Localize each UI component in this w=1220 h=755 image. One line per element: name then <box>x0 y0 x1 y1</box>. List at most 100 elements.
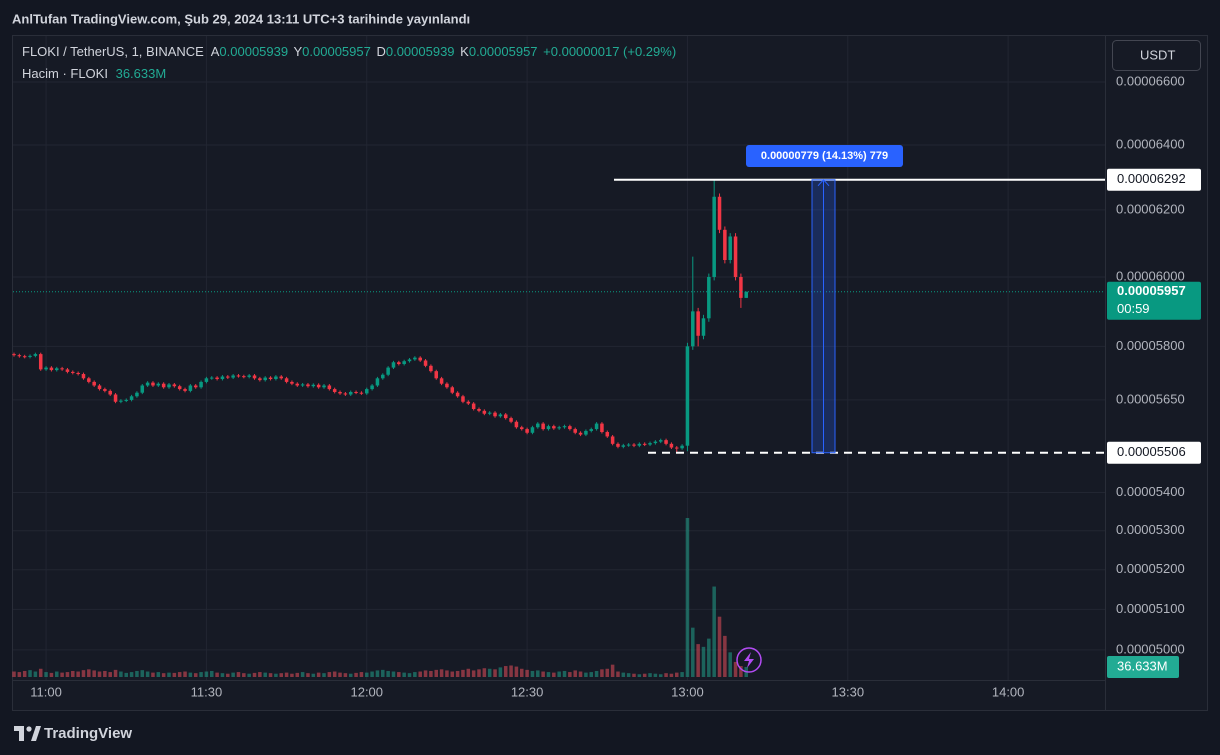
volume-bar <box>487 668 492 677</box>
volume-bar <box>33 671 38 677</box>
volume-bar <box>642 673 647 677</box>
x-tick-label: 12:30 <box>511 684 544 699</box>
volume-bar <box>156 672 161 677</box>
y-tick-label: 0.00005000 <box>1116 641 1185 656</box>
volume-bar <box>546 672 551 677</box>
volume-bar <box>348 673 353 677</box>
ohlc-value: 0.00005939 <box>219 44 288 59</box>
candle-body <box>60 368 64 370</box>
ohlc-key: Y <box>293 44 302 59</box>
candle-body <box>263 377 267 381</box>
candle-body <box>12 354 16 356</box>
volume-bar <box>12 671 16 677</box>
candle-body <box>691 311 695 347</box>
candle-body <box>434 371 439 379</box>
grid <box>13 36 1105 680</box>
volume-bar <box>423 670 428 677</box>
y-tick-label: 0.00006000 <box>1116 268 1185 283</box>
candle-body <box>17 355 22 357</box>
volume-bar <box>129 672 134 677</box>
candle-body <box>140 385 145 393</box>
volume-bar <box>536 670 540 677</box>
x-tick-label: 13:00 <box>671 684 704 699</box>
volume-bar <box>455 670 460 677</box>
volume-bar <box>87 669 91 677</box>
volume-bar <box>391 671 396 677</box>
candle-body <box>568 426 572 430</box>
volume-bar <box>145 671 150 677</box>
volume-bar <box>252 672 257 677</box>
volume-bar <box>723 635 727 677</box>
volume-bar <box>290 673 294 677</box>
candle-body <box>209 377 214 379</box>
candle-body <box>252 375 257 379</box>
candle-body <box>71 371 75 373</box>
volume-bar <box>71 670 75 677</box>
candle-body <box>103 389 107 391</box>
candle-body <box>322 385 326 388</box>
y-tick-label: 0.00005300 <box>1116 522 1185 537</box>
candle-body <box>439 378 444 384</box>
volume-bar <box>541 671 545 677</box>
volume-bar <box>626 673 631 677</box>
volume-bar <box>691 627 695 677</box>
candle-body <box>236 375 241 377</box>
volume-bar <box>167 672 171 677</box>
candle-body <box>306 384 310 387</box>
publish-note: AnlTufan TradingView.com, Şub 29, 2024 1… <box>12 11 470 26</box>
candle-body <box>584 430 588 435</box>
measure-arrow-head <box>817 179 830 187</box>
x-tick-label: 14:00 <box>992 684 1025 699</box>
volume-bar <box>215 672 219 677</box>
volume-bar <box>696 644 700 677</box>
volume-bar <box>578 671 583 677</box>
candle-body <box>546 426 551 430</box>
y-tick-label: 0.00006400 <box>1116 136 1185 151</box>
currency-button-label[interactable]: USDT <box>1140 47 1175 62</box>
x-tick-label: 11:30 <box>191 684 223 699</box>
candle-body <box>552 426 556 429</box>
candle-body <box>300 384 305 386</box>
volume-bar <box>557 671 561 677</box>
ohlc-value: 0.00005939 <box>386 44 455 59</box>
volume-bar <box>632 673 636 677</box>
level-label: 0.00005506 <box>1117 444 1186 459</box>
candle-body <box>536 423 540 428</box>
candle-body <box>204 378 209 382</box>
volume-bar <box>739 666 743 677</box>
currency-button[interactable] <box>1112 40 1201 71</box>
volume-bar <box>17 672 22 677</box>
alert-icon[interactable] <box>736 647 762 673</box>
candle-body <box>397 362 401 365</box>
volume-bar <box>653 673 658 677</box>
candle-body <box>386 367 390 375</box>
candle-body <box>600 423 604 433</box>
candle-body <box>268 377 273 380</box>
volume-bar <box>573 670 577 677</box>
volume-bar <box>199 672 203 677</box>
candle-body <box>33 354 38 356</box>
volume-bar <box>418 671 422 677</box>
candle-body <box>450 387 455 393</box>
candle-body <box>696 311 700 336</box>
volume-bar <box>605 668 610 677</box>
y-tick-label: 0.00005200 <box>1116 561 1185 576</box>
candle-body <box>135 392 139 397</box>
volume-tag-label: 36.633M <box>1117 658 1168 673</box>
candle-body <box>482 410 487 414</box>
volume-bar <box>113 669 118 677</box>
volume-bar <box>407 673 412 677</box>
volume-bar <box>236 672 241 677</box>
volume-bar <box>359 672 364 677</box>
candle-body <box>477 408 481 411</box>
volume-bar <box>316 672 321 677</box>
candle-body <box>129 396 134 400</box>
candle-body <box>605 432 610 437</box>
volume-bar <box>562 670 567 677</box>
candle-body <box>38 354 43 370</box>
ohlc-key: A <box>211 44 220 59</box>
volume-bar <box>306 673 310 677</box>
candle-body <box>723 229 727 261</box>
candle-body <box>669 443 674 448</box>
volume-bar <box>204 671 209 677</box>
